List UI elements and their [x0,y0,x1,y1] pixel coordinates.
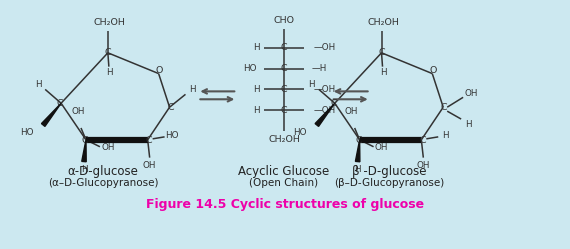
Text: H: H [107,68,113,77]
Text: OH: OH [143,161,156,170]
Text: C: C [355,136,362,145]
Text: H: H [253,85,259,94]
Text: H: H [465,120,471,128]
Text: CH₂OH: CH₂OH [94,18,126,27]
Text: Figure 14.5 Cyclic structures of glucose: Figure 14.5 Cyclic structures of glucose [146,198,424,211]
Text: —OH: —OH [314,85,336,94]
Text: (Open Chain): (Open Chain) [250,178,319,188]
Text: H: H [355,165,361,174]
Text: OH: OH [71,107,85,116]
Text: α-D-glucose: α-D-glucose [67,165,139,178]
Text: HO: HO [165,131,178,140]
Text: H: H [81,165,87,174]
Text: C: C [331,99,337,108]
Text: C: C [57,99,63,108]
Text: OH: OH [417,161,430,170]
Polygon shape [315,103,335,126]
Polygon shape [42,103,61,126]
Text: —H: —H [312,64,327,73]
Text: —OH: —OH [314,106,336,115]
Text: CH₂OH: CH₂OH [368,18,400,27]
Text: CH₂OH: CH₂OH [268,135,300,144]
Text: β -D-glucose: β -D-glucose [352,165,427,178]
Text: CHO: CHO [274,16,295,25]
Text: HO: HO [294,128,307,137]
Text: H: H [189,85,196,94]
Text: HO: HO [243,64,256,73]
Text: H: H [380,68,387,77]
Polygon shape [356,140,360,162]
Text: C: C [82,136,88,145]
Text: OH: OH [101,143,115,152]
Text: C: C [280,106,287,115]
Text: C: C [441,103,447,112]
Text: OH: OH [375,143,388,152]
Text: H: H [308,80,315,89]
Text: (α–D-Glucopyranose): (α–D-Glucopyranose) [48,178,158,188]
Text: OH: OH [345,107,359,116]
Text: C: C [145,136,152,145]
Text: OH: OH [465,89,478,98]
Text: C: C [104,48,111,57]
Text: H: H [35,80,42,89]
Text: C: C [280,43,287,52]
Text: C: C [419,136,426,145]
Text: C: C [280,85,287,94]
Text: C: C [167,103,174,112]
Polygon shape [82,140,86,162]
Text: —OH: —OH [314,43,336,52]
Text: C: C [280,64,287,73]
Text: C: C [378,48,385,57]
Text: O: O [430,66,437,75]
Text: H: H [253,106,259,115]
Text: H: H [442,131,449,140]
Text: H: H [253,43,259,52]
Text: O: O [156,66,163,75]
Text: Acyclic Glucose: Acyclic Glucose [238,165,329,178]
Text: (β–D-Glucopyranose): (β–D-Glucopyranose) [335,178,445,188]
Text: HO: HO [20,128,33,137]
